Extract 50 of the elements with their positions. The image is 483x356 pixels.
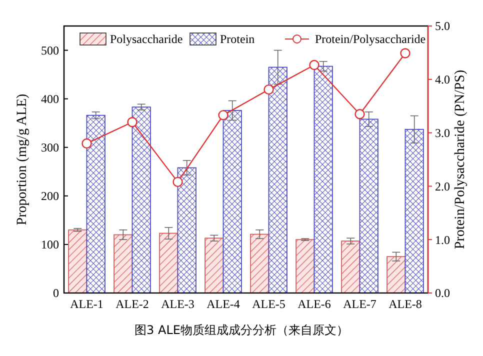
caption: 图3 ALE物质组成成分分析（来自原文）: [134, 323, 348, 337]
y-tick-label: 500: [41, 43, 59, 58]
x-tick-label: ALE-1: [70, 297, 104, 311]
y2-axis-title: Protein/Polysaccharide (PN/PS): [453, 70, 468, 250]
legend-label: Protein/Polysaccharide: [315, 32, 426, 46]
point: [264, 84, 274, 95]
y-tick-label: 200: [41, 189, 59, 204]
bar: [132, 106, 151, 294]
y-axis-title: Proportion (mg/g ALE): [15, 93, 30, 226]
x-tick-label: ALE-5: [252, 297, 286, 311]
point: [400, 48, 410, 58]
bar: [159, 232, 178, 294]
x-tick-label: ALE-3: [161, 297, 194, 311]
bar: [296, 239, 315, 294]
bar: [204, 238, 224, 294]
legend-label: Protein: [220, 32, 255, 46]
y2-tick-label: 2.0: [435, 179, 450, 194]
bar: [314, 66, 333, 294]
x-tick-label: ALE-2: [116, 297, 149, 311]
point: [309, 60, 320, 70]
bar: [68, 229, 88, 294]
bar: [177, 167, 196, 294]
x-tick-label: ALE-7: [343, 297, 376, 311]
y2-tick-label: 1.0: [435, 232, 450, 247]
y-tick-label: 100: [41, 238, 59, 252]
point: [354, 109, 365, 120]
y-tick-label: 400: [41, 92, 59, 106]
y2-tick-label: 0.0: [435, 286, 450, 300]
point: [127, 117, 138, 128]
y2-tick-label: 3.0: [435, 126, 450, 140]
bar: [341, 240, 360, 294]
bar: [86, 114, 106, 294]
x-tick-label: ALE-6: [298, 297, 331, 311]
bar: [268, 66, 288, 294]
bar: [222, 110, 242, 294]
legend-label: Polysaccharide: [110, 32, 183, 46]
point: [218, 110, 228, 120]
y-tick-label: 300: [41, 140, 59, 155]
point: [172, 176, 183, 188]
bar: [404, 128, 424, 294]
point: [82, 138, 92, 149]
bar: [114, 234, 133, 294]
y2-tick-label: 4.0: [435, 72, 450, 87]
y2-tick-label: 5.0: [435, 19, 450, 34]
bar: [359, 118, 378, 294]
x-tick-label: ALE-8: [388, 297, 422, 311]
y-tick-label: 0: [53, 286, 59, 300]
x-tick-label: ALE-4: [206, 297, 240, 311]
bar: [386, 256, 406, 294]
bar: [250, 234, 270, 294]
